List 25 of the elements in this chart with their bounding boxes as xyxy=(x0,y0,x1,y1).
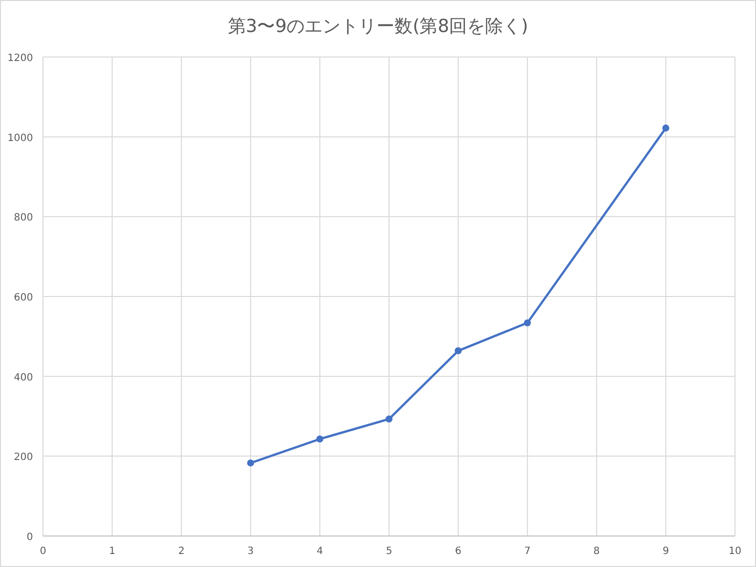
y-tick-label: 600 xyxy=(14,292,33,304)
point xyxy=(247,459,254,466)
x-tick-label: 1 xyxy=(109,546,116,557)
y-tick-label: 1200 xyxy=(8,53,33,64)
point xyxy=(524,319,531,326)
y-tick-label: 800 xyxy=(14,212,33,224)
x-tick-label: 2 xyxy=(178,546,185,557)
chart-title: 第3〜9のエントリー数(第8回を除く) xyxy=(228,16,528,37)
x-tick-label: 0 xyxy=(40,546,46,557)
y-tick-label: 400 xyxy=(14,372,33,384)
x-tick-label: 9 xyxy=(662,546,669,557)
point xyxy=(662,124,670,132)
x-tick-label: 8 xyxy=(593,546,600,557)
x-tick-label: 7 xyxy=(524,546,531,557)
y-tick-label: 200 xyxy=(14,452,33,464)
x-tick-label: 10 xyxy=(728,546,742,557)
point xyxy=(454,347,462,354)
x-tick-label: 4 xyxy=(316,546,323,557)
point xyxy=(386,416,392,423)
point xyxy=(316,436,324,443)
y-tick-label: 1000 xyxy=(8,132,33,144)
y-tick-label: 0 xyxy=(26,532,33,543)
x-tick-label: 6 xyxy=(455,546,462,557)
x-tick-label: 5 xyxy=(386,546,392,557)
x-tick-label: 3 xyxy=(247,546,254,557)
